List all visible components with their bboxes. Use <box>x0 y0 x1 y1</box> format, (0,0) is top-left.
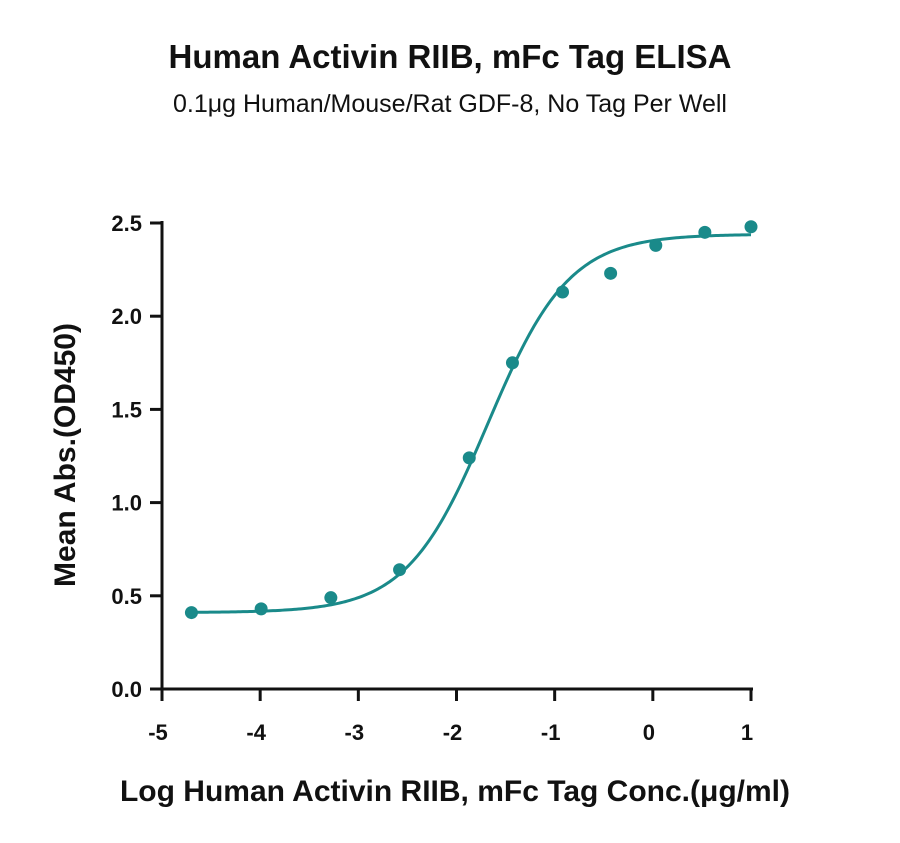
data-point <box>604 266 618 280</box>
chart-subtitle: 0.1μg Human/Mouse/Rat GDF-8, No Tag Per … <box>173 90 727 118</box>
fit-curve <box>191 233 752 614</box>
x-axis-title: Log Human Activin RIIB, mFc Tag Conc.(μg… <box>120 775 790 808</box>
data-point <box>649 238 663 252</box>
x-tick-label: 1 <box>741 720 753 745</box>
y-tick-label: 1.0 <box>111 491 142 516</box>
x-tick-label: -4 <box>246 720 266 745</box>
y-tick-label: 1.5 <box>111 397 142 422</box>
axes <box>160 221 753 691</box>
data-point <box>556 285 570 299</box>
data-point <box>744 220 758 234</box>
y-tick-label: 0.5 <box>111 584 142 609</box>
data-point <box>184 606 198 620</box>
data-point <box>698 225 712 239</box>
x-tick-label: -2 <box>443 720 463 745</box>
y-tick-label: 0.0 <box>111 677 142 702</box>
data-point <box>462 451 476 465</box>
y-axis-title: Mean Abs.(OD450) <box>49 323 82 587</box>
data-points <box>184 220 758 620</box>
data-point <box>254 602 268 616</box>
y-tick-label: 2.0 <box>111 304 142 329</box>
x-tick-label: -5 <box>148 720 168 745</box>
x-axis-ticks: -5 -4 -3 -2 -1 0 1 <box>148 689 753 745</box>
data-point <box>505 356 519 370</box>
y-axis-ticks: 0.0 0.5 1.0 1.5 2.0 2.5 <box>111 211 162 702</box>
x-tick-label: -1 <box>541 720 561 745</box>
chart-title: Human Activin RIIB, mFc Tag ELISA <box>168 38 732 75</box>
data-point <box>324 591 338 605</box>
y-tick-label: 2.5 <box>111 211 142 236</box>
x-tick-label: 0 <box>643 720 655 745</box>
x-tick-label: -3 <box>345 720 365 745</box>
data-point <box>393 563 407 577</box>
